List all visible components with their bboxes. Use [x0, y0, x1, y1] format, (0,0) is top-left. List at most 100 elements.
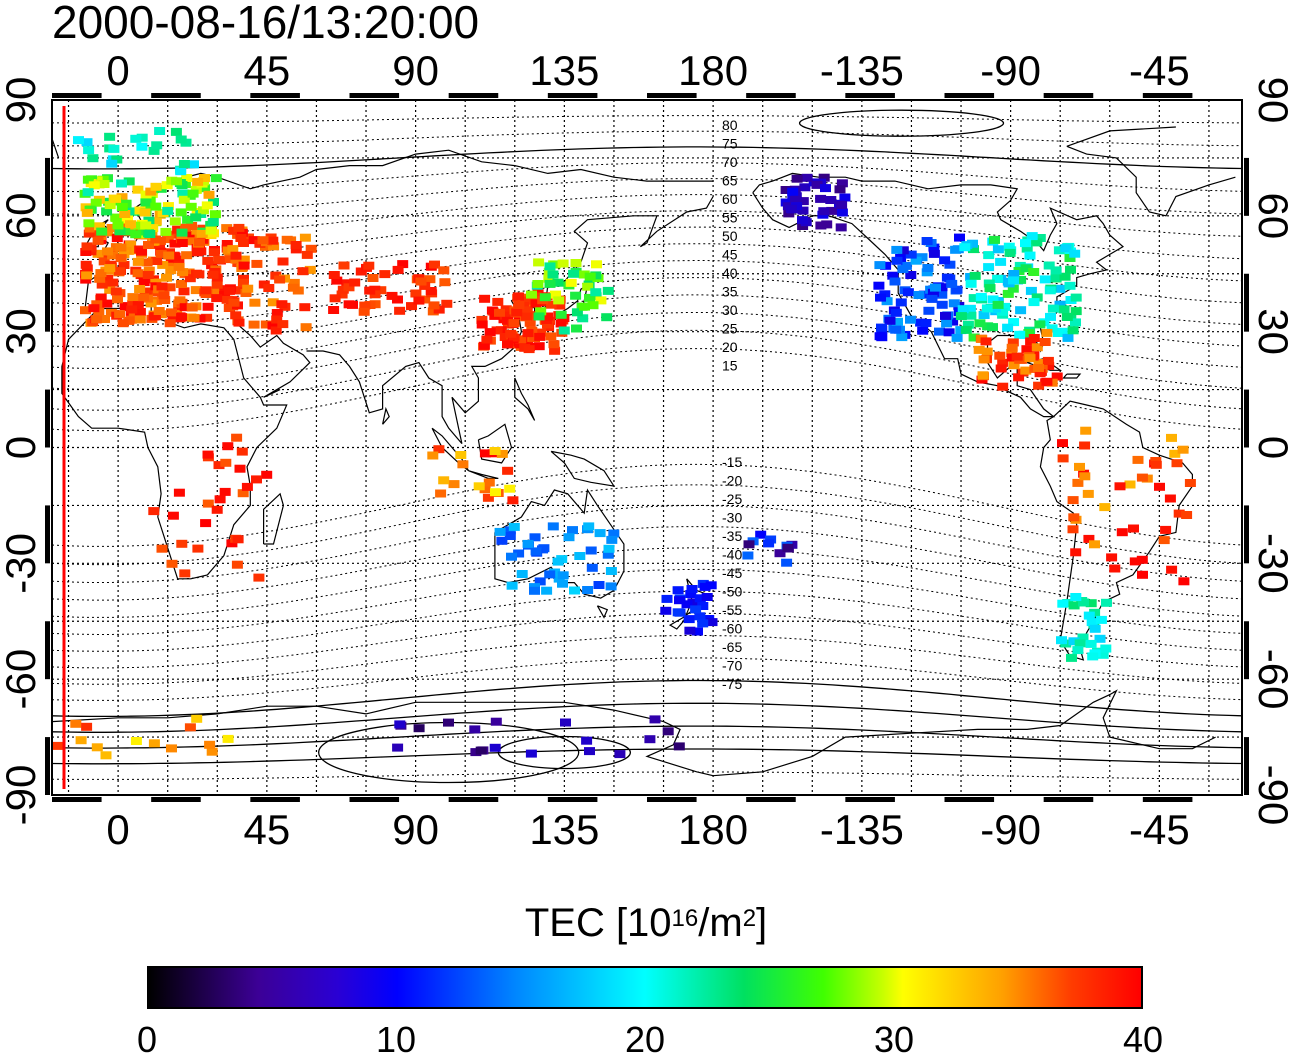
tec-cell [1043, 261, 1055, 270]
lat-label-left: 60 [0, 192, 44, 239]
contour-label: 75 [722, 136, 738, 152]
tec-cell [930, 283, 941, 292]
tec-cell [231, 433, 243, 442]
tec-cell [96, 280, 108, 289]
tec-cell [553, 296, 565, 305]
coastline [263, 492, 285, 545]
tec-cell [478, 341, 490, 350]
tec-cell [502, 466, 514, 475]
tec-cell [1043, 361, 1055, 370]
lat-label-left: 90 [0, 77, 44, 124]
tec-cell [742, 551, 754, 560]
contour-label: 30 [722, 302, 738, 318]
tec-cell [104, 132, 116, 141]
contour-line [51, 329, 1243, 411]
tec-cell [494, 308, 505, 317]
border-bar [349, 797, 400, 802]
tec-cell [532, 280, 544, 288]
tec-cell [557, 579, 568, 588]
tec-cell [1136, 473, 1148, 482]
coastline [596, 605, 609, 619]
tec-cell [148, 146, 160, 155]
tec-cell [238, 255, 250, 264]
tec-cell [241, 482, 253, 491]
tec-cell [1070, 307, 1082, 316]
tec-cell [916, 253, 928, 262]
tec-cell [1072, 646, 1084, 655]
border-bar [45, 621, 50, 680]
tec-cell [1114, 482, 1126, 491]
tec-cell [997, 382, 1009, 391]
tec-cell [1068, 637, 1080, 646]
tec-cell [1007, 284, 1019, 293]
tec-cell [1052, 329, 1064, 337]
tec-cell [555, 310, 567, 319]
tec-cell [486, 306, 498, 315]
tec-cell [192, 544, 204, 553]
tec-cell [441, 299, 453, 308]
tec-cell [513, 301, 525, 309]
tec-cell [82, 188, 94, 197]
tec-cell [147, 224, 159, 233]
coastline [468, 470, 499, 479]
tec-cell [815, 221, 827, 230]
tec-cell [410, 289, 422, 298]
border-bar [1244, 621, 1249, 680]
tec-cell [535, 307, 547, 316]
lon-label-bottom: 180 [678, 806, 748, 853]
tec-cell [419, 295, 431, 304]
tec-cell [568, 269, 580, 278]
tec-cell [276, 300, 288, 309]
tec-cell [920, 319, 932, 327]
border-bar [746, 797, 796, 802]
tec-cell [271, 315, 283, 324]
tec-cell [260, 242, 271, 251]
tec-cell [605, 567, 617, 575]
tec-cell [176, 280, 187, 288]
tec-cell [75, 736, 87, 745]
tec-cell [586, 563, 598, 572]
tec-cell [1021, 345, 1033, 354]
tec-cell [132, 269, 144, 278]
plot-title: 2000-08-16/13:20:00 [52, 0, 480, 48]
tec-cell [140, 287, 152, 296]
tec-cell [787, 187, 799, 196]
tec-cell [874, 332, 886, 341]
tec-cell [1080, 426, 1092, 435]
tec-cell [591, 260, 602, 269]
tec-cell [114, 310, 126, 319]
tec-cell [936, 283, 948, 292]
tec-cell [167, 511, 179, 520]
tec-cell [413, 296, 425, 305]
lon-label-top: -45 [1129, 47, 1190, 94]
tec-cell [967, 239, 978, 248]
tec-cell [520, 296, 532, 305]
tec-cell [489, 743, 501, 752]
tec-cell [602, 286, 614, 295]
tec-cell [150, 235, 162, 244]
tec-cell [973, 345, 985, 354]
tec-cell [690, 605, 702, 614]
tec-cell [582, 282, 594, 291]
tec-cell [574, 552, 586, 560]
tec-cell [176, 239, 188, 247]
tec-cell [482, 493, 494, 502]
tec-cell [994, 351, 1006, 360]
tec-cell [81, 271, 93, 280]
tec-cell [110, 194, 122, 203]
contour-label: -45 [722, 565, 742, 581]
tec-cell [980, 337, 992, 346]
tec-cell [987, 295, 999, 304]
tec-cell [1069, 249, 1081, 258]
tec-cell [102, 247, 113, 256]
tec-cell [957, 305, 969, 314]
tec-cell [288, 278, 300, 287]
tec-cell [684, 626, 696, 635]
tec-cell [238, 239, 249, 247]
tec-cell [905, 250, 917, 259]
tec-cell [1070, 593, 1082, 601]
contour-line [51, 130, 1243, 147]
lat-label-right: 0 [1250, 436, 1292, 459]
tec-cell [951, 333, 963, 342]
tec-cell [1057, 454, 1069, 463]
